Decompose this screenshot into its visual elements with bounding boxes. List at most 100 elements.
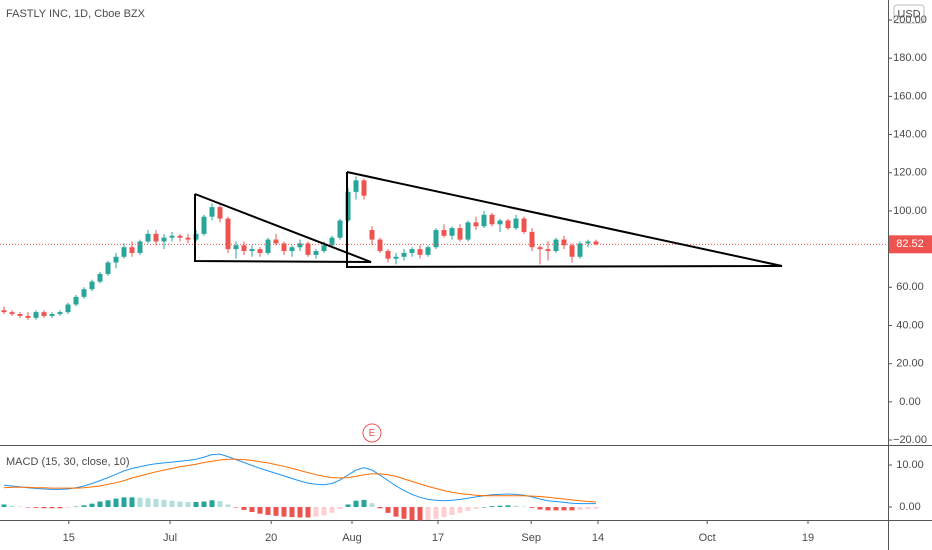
histogram-bar [385, 506, 391, 513]
histogram-bar [97, 501, 103, 507]
indicator-title: MACD (15, 30, close, 10) [6, 456, 130, 468]
y-tick-label: 140.00 [893, 128, 927, 140]
candle-body [9, 312, 15, 315]
trend-drawing[interactable] [194, 193, 372, 263]
y-tick-label: 200.00 [893, 14, 927, 26]
candle-body [137, 241, 143, 253]
histogram-bar [521, 506, 527, 508]
candle-body [105, 262, 111, 274]
candle-body [169, 235, 175, 238]
candle-body [65, 304, 71, 313]
histogram-bar [489, 506, 495, 507]
histogram-bar [201, 501, 207, 507]
y-tick-label: 0.00 [899, 501, 920, 513]
histogram-bar [225, 504, 231, 507]
candle-body [441, 230, 447, 236]
histogram-bar [321, 506, 327, 516]
candle-body [353, 180, 359, 192]
candle-body [209, 207, 215, 217]
histogram-bar [297, 506, 303, 518]
histogram-bar [505, 505, 511, 507]
candle-body [89, 281, 95, 290]
histogram-bar [553, 506, 559, 511]
histogram-bar [177, 501, 183, 507]
histogram-bar [353, 500, 359, 507]
candle-body [393, 256, 399, 259]
trend-drawing[interactable] [346, 171, 783, 269]
histogram-bar [401, 506, 407, 519]
x-tick-label: 17 [432, 532, 444, 544]
candle-body [577, 243, 583, 257]
y-tick-label: 10.00 [896, 459, 924, 471]
histogram-bar [369, 503, 375, 507]
candle-body [73, 296, 79, 305]
candle-body [57, 312, 63, 315]
histogram-bar [209, 500, 215, 507]
histogram-bar [481, 506, 487, 508]
histogram-bar [545, 506, 551, 511]
histogram-bar [105, 500, 111, 507]
x-tick-label: Aug [342, 532, 362, 544]
histogram-bar [217, 501, 223, 507]
candle-body [121, 247, 127, 257]
candle-body [17, 314, 23, 316]
histogram-bar [441, 506, 447, 518]
candle-body [569, 245, 575, 257]
histogram-bar [361, 499, 367, 507]
histogram-bar [57, 506, 63, 509]
histogram-bar [121, 497, 127, 507]
x-tick-label: Sep [521, 532, 541, 544]
candle-body [545, 249, 551, 252]
candle-body [153, 233, 159, 242]
earnings-marker[interactable] [362, 423, 382, 443]
y-tick-label: 100.00 [893, 205, 927, 217]
candle-body [529, 231, 535, 248]
histogram-bar [273, 506, 279, 516]
histogram-bar [233, 506, 239, 508]
histogram-bar [49, 506, 55, 509]
candle-body [33, 312, 39, 318]
histogram-bar [313, 506, 319, 517]
candle-body [585, 241, 591, 244]
candle-body [457, 228, 463, 240]
histogram-bar [129, 497, 135, 507]
candle-body [281, 243, 287, 252]
y-tick-label: 40.00 [896, 319, 924, 331]
currency: USD [897, 8, 920, 20]
candle-body [225, 218, 231, 250]
candle-body [49, 314, 55, 316]
candle-body [321, 245, 327, 252]
histogram-bar [113, 498, 119, 507]
candle-body [113, 256, 119, 263]
candle-body [265, 239, 271, 253]
histogram-bar [529, 506, 535, 508]
histogram-bar [425, 506, 431, 520]
candle-body [257, 249, 263, 253]
candle-body [401, 252, 407, 257]
signal-line [3, 458, 597, 503]
candle-body [185, 237, 191, 240]
currency-badge[interactable] [893, 4, 925, 24]
y-tick-label: 20.00 [896, 358, 924, 370]
candle-body [25, 315, 31, 318]
y-tick-label: 180.00 [893, 52, 927, 64]
candle-body [233, 245, 239, 250]
candle-body [97, 273, 103, 282]
candle-body [129, 247, 135, 253]
candle-body [249, 249, 255, 252]
y-tick-label: 120.00 [893, 167, 927, 179]
histogram-bar [1, 504, 7, 507]
x-tick-label: 14 [592, 532, 604, 544]
histogram-bar [249, 506, 255, 513]
histogram-bar [393, 506, 399, 517]
histogram-bar [25, 506, 31, 508]
histogram-bar [329, 506, 335, 513]
histogram-bar [9, 505, 15, 507]
candle-body [465, 222, 471, 240]
y-tick-label: 160.00 [893, 90, 927, 102]
histogram-bar [257, 506, 263, 514]
histogram-bar [17, 506, 23, 508]
histogram-bar [145, 498, 151, 507]
histogram-bar [289, 506, 295, 518]
